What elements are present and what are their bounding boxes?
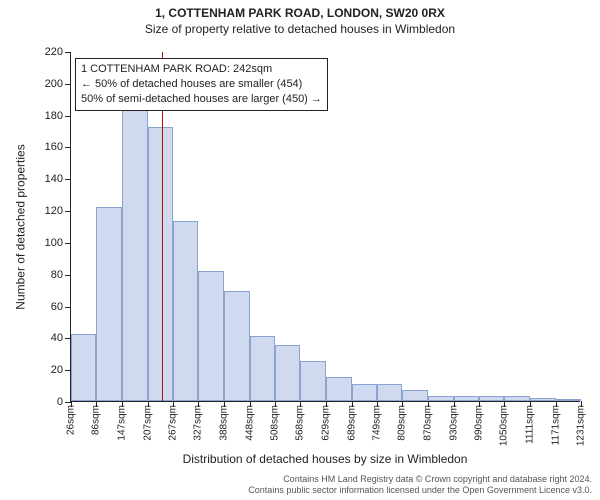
callout-box: 1 COTTENHAM PARK ROAD: 242sqm← 50% of de… — [75, 58, 328, 111]
y-axis-label-text: Number of detached properties — [14, 144, 28, 309]
y-tick-label: 20 — [51, 364, 63, 376]
plot-wrap: 02040608010012014016018020022026sqm86sqm… — [70, 52, 580, 402]
x-tick-label: 207sqm — [142, 405, 153, 441]
histogram-bar — [148, 127, 173, 401]
y-tick-mark — [65, 84, 71, 85]
callout-line2: ← 50% of detached houses are smaller (45… — [81, 77, 322, 92]
x-tick-label: 327sqm — [193, 405, 204, 441]
y-tick-label: 80 — [51, 269, 63, 281]
y-tick-mark — [65, 147, 71, 148]
histogram-bar — [300, 361, 326, 401]
callout-line3: 50% of semi-detached houses are larger (… — [81, 92, 322, 107]
histogram-bar — [198, 271, 224, 401]
x-tick-label: 689sqm — [346, 405, 357, 441]
histogram-bar — [454, 396, 479, 401]
footer-text: Contains HM Land Registry data © Crown c… — [0, 474, 592, 497]
x-tick-label: 809sqm — [397, 405, 408, 441]
y-tick-label: 220 — [45, 46, 63, 58]
histogram-bar — [352, 384, 377, 402]
footer-line1: Contains HM Land Registry data © Crown c… — [0, 474, 592, 485]
x-tick-label: 629sqm — [321, 405, 332, 441]
y-tick-mark — [65, 307, 71, 308]
histogram-bar — [556, 399, 581, 401]
x-tick-label: 930sqm — [448, 405, 459, 441]
callout-line1: 1 COTTENHAM PARK ROAD: 242sqm — [81, 62, 322, 77]
x-tick-label: 26sqm — [66, 405, 77, 435]
histogram-bar — [504, 396, 530, 401]
x-tick-label: 267sqm — [168, 405, 179, 441]
y-tick-label: 160 — [45, 141, 63, 153]
y-tick-label: 200 — [45, 78, 63, 90]
chart-title-line1: 1, COTTENHAM PARK ROAD, LONDON, SW20 0RX — [0, 6, 600, 20]
y-tick-mark — [65, 52, 71, 53]
y-tick-mark — [65, 243, 71, 244]
chart-titles: 1, COTTENHAM PARK ROAD, LONDON, SW20 0RX… — [0, 0, 600, 36]
x-tick-label: 568sqm — [295, 405, 306, 441]
y-tick-label: 0 — [57, 396, 63, 408]
histogram-bar — [96, 207, 122, 401]
x-tick-label: 86sqm — [91, 405, 102, 435]
x-tick-label: 1111sqm — [525, 405, 536, 444]
histogram-bar — [122, 102, 147, 401]
histogram-bar — [530, 398, 555, 401]
y-tick-mark — [65, 116, 71, 117]
histogram-bar — [377, 384, 402, 402]
y-tick-label: 60 — [51, 301, 63, 313]
y-tick-label: 40 — [51, 332, 63, 344]
histogram-bar — [326, 377, 351, 401]
y-tick-label: 120 — [45, 205, 63, 217]
plot-area: 02040608010012014016018020022026sqm86sqm… — [70, 52, 580, 402]
y-tick-mark — [65, 179, 71, 180]
histogram-bar — [402, 390, 428, 401]
x-axis-label: Distribution of detached houses by size … — [70, 452, 580, 466]
histogram-bar — [224, 291, 249, 401]
chart-container: 1, COTTENHAM PARK ROAD, LONDON, SW20 0RX… — [0, 0, 600, 500]
histogram-bar — [275, 345, 300, 401]
histogram-bar — [428, 396, 453, 401]
y-tick-label: 180 — [45, 110, 63, 122]
x-tick-label: 1231sqm — [576, 405, 587, 446]
histogram-bar — [173, 221, 198, 401]
x-tick-label: 508sqm — [270, 405, 281, 441]
x-tick-label: 749sqm — [372, 405, 383, 441]
y-tick-mark — [65, 211, 71, 212]
x-tick-label: 1171sqm — [550, 405, 561, 445]
x-tick-label: 870sqm — [423, 405, 434, 441]
y-tick-mark — [65, 275, 71, 276]
x-tick-label: 990sqm — [474, 405, 485, 441]
x-tick-label: 1050sqm — [499, 405, 510, 446]
y-tick-label: 140 — [45, 173, 63, 185]
x-tick-label: 388sqm — [219, 405, 230, 441]
y-tick-label: 100 — [45, 237, 63, 249]
chart-title-line2: Size of property relative to detached ho… — [0, 22, 600, 36]
footer-line2: Contains public sector information licen… — [0, 485, 592, 496]
y-axis-label: Number of detached properties — [14, 52, 28, 402]
x-tick-label: 448sqm — [244, 405, 255, 441]
histogram-bar — [250, 336, 275, 401]
histogram-bar — [71, 334, 96, 401]
histogram-bar — [479, 396, 504, 401]
x-tick-label: 147sqm — [117, 405, 128, 441]
